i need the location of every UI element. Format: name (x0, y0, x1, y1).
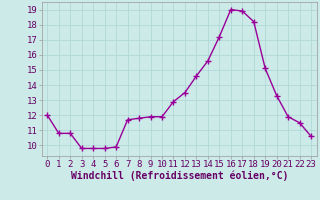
X-axis label: Windchill (Refroidissement éolien,°C): Windchill (Refroidissement éolien,°C) (70, 171, 288, 181)
